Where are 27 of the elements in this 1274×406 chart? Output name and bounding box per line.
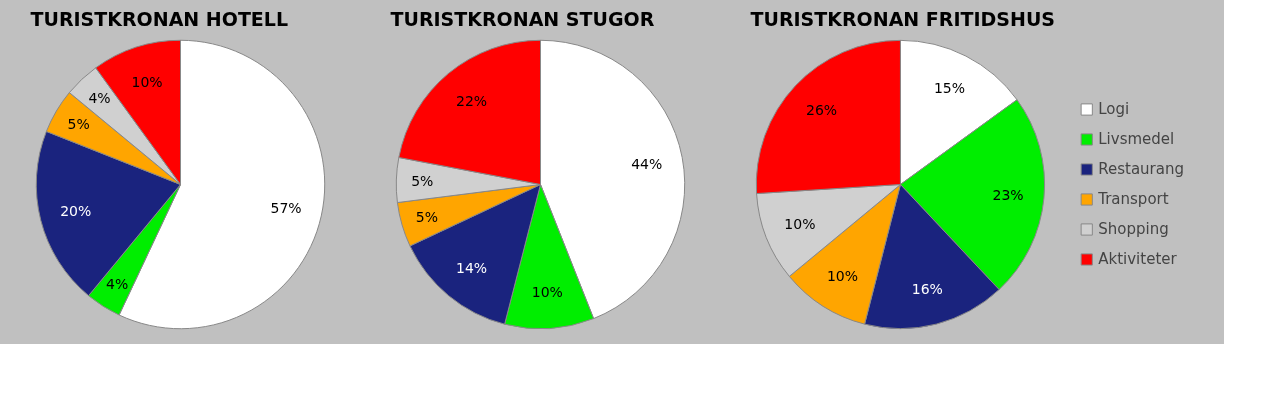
data-label: 10%: [826, 267, 859, 284]
data-label: 26%: [806, 102, 838, 119]
data-label: 23%: [992, 186, 1024, 203]
data-label: 16%: [911, 281, 943, 298]
data-label: 44%: [631, 156, 663, 173]
data-label: 5%: [67, 116, 90, 133]
data-label: 14%: [455, 259, 488, 276]
legend-label: Transport: [1098, 190, 1169, 208]
data-label: 10%: [531, 284, 563, 301]
data-label: 10%: [784, 216, 816, 233]
data-label: 4%: [88, 90, 111, 107]
data-label: 10%: [131, 73, 163, 90]
legend-label: Logi: [1098, 100, 1130, 118]
data-label: 22%: [455, 93, 488, 110]
data-label: 4%: [106, 276, 129, 293]
data-label: 57%: [270, 200, 302, 217]
chart-title: TURISTKRONAN FRITIDSHUS: [750, 7, 1056, 30]
data-label: 15%: [933, 80, 966, 97]
chart-title: TURISTKRONAN STUGOR: [390, 7, 655, 30]
legend-label: Restaurang: [1098, 160, 1184, 178]
data-label: 5%: [415, 209, 439, 226]
data-label: 5%: [411, 172, 434, 189]
data-label: 20%: [60, 203, 92, 220]
legend-label: Livsmedel: [1098, 130, 1175, 148]
legend-label: Aktiviteter: [1098, 250, 1177, 268]
chart-title: TURISTKRONAN HOTELL: [30, 7, 289, 30]
legend-label: Shopping: [1098, 220, 1169, 238]
